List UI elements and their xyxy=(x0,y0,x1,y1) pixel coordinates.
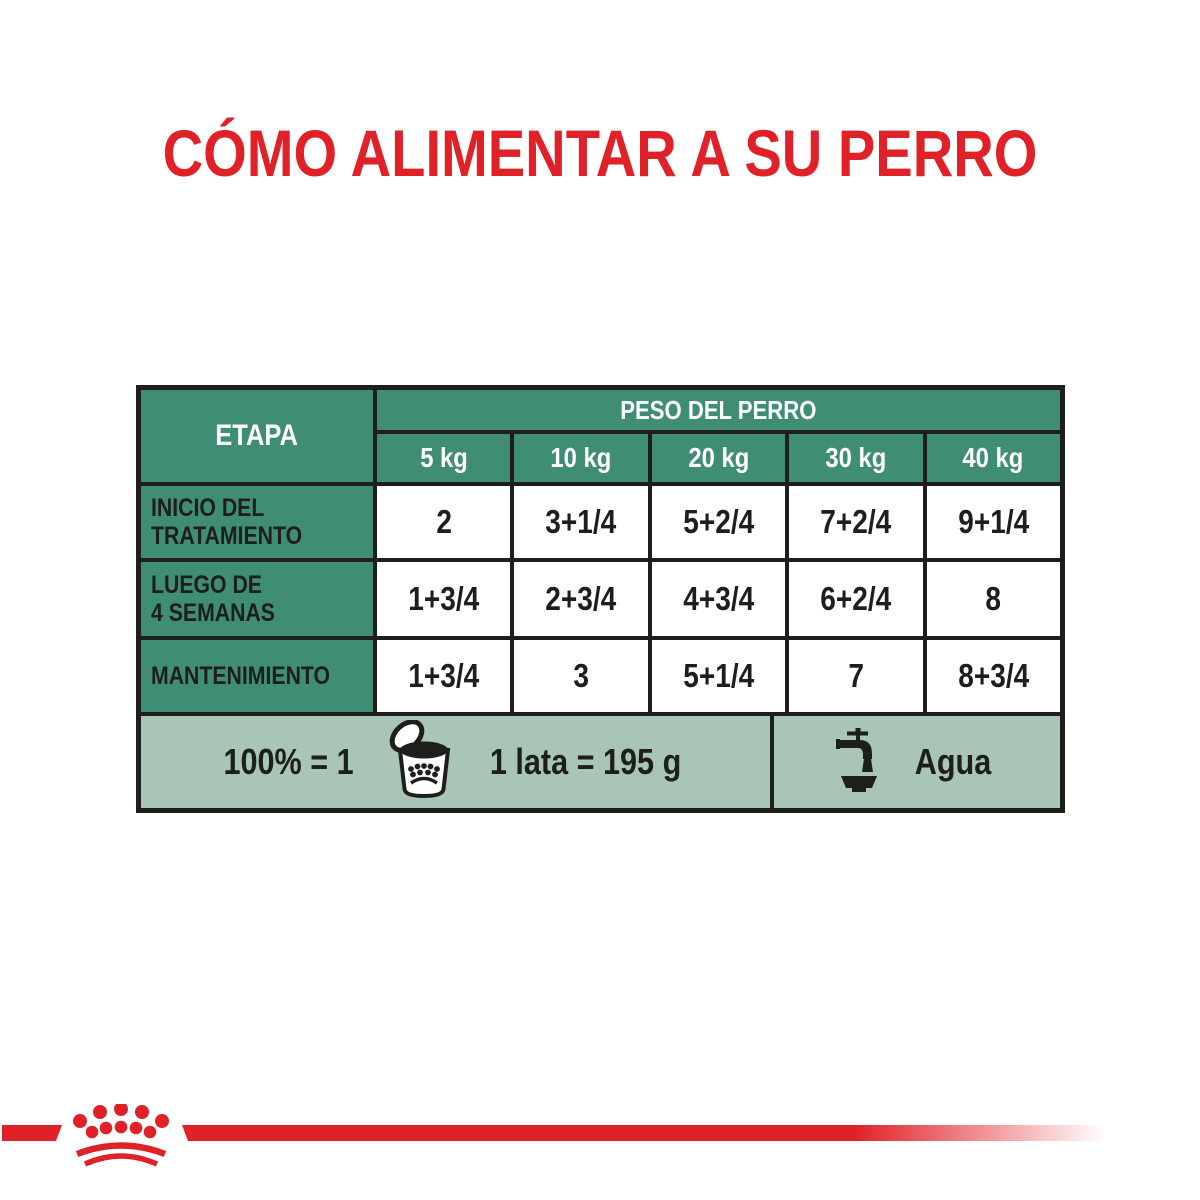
value-cell: 7+2/4 xyxy=(789,486,923,558)
water-text: Agua xyxy=(914,741,992,782)
value-text: 5+2/4 xyxy=(682,503,754,540)
value-text: 4+3/4 xyxy=(682,580,754,617)
value-text: 7 xyxy=(848,657,864,694)
value-cell: 2 xyxy=(377,486,511,558)
value-text: 8 xyxy=(985,580,1002,617)
value-text: 7+2/4 xyxy=(820,503,892,540)
value-cell: 7 xyxy=(789,640,923,712)
value-text: 6+2/4 xyxy=(820,580,892,617)
weight-header-label: 5 kg xyxy=(419,442,468,473)
royal-canin-crown-logo xyxy=(65,1102,177,1182)
stage-header-label: ETAPA xyxy=(215,419,299,452)
weight-group-header: PESO DEL PERRO xyxy=(377,390,1060,430)
value-text: 2 xyxy=(435,503,452,540)
weight-group-label: PESO DEL PERRO xyxy=(620,394,817,425)
feeding-table: ETAPA PESO DEL PERRO 5 kg 10 kg 20 kg 30… xyxy=(136,385,1065,813)
row-label-luego-de-4-semanas: LUEGO DE 4 SEMANAS xyxy=(141,562,373,636)
value-text: 3 xyxy=(573,657,589,694)
value-cell: 5+2/4 xyxy=(651,486,786,558)
water-faucet-bowl-icon xyxy=(835,727,882,797)
value-cell: 8+3/4 xyxy=(926,640,1060,712)
row-label-mantenimiento: MANTENIMIENTO xyxy=(141,640,373,712)
weight-header-label: 10 kg xyxy=(550,442,612,473)
value-text: 1+3/4 xyxy=(408,580,480,617)
value-text: 8+3/4 xyxy=(957,657,1029,694)
value-text: 3+1/4 xyxy=(545,503,617,540)
page-title: CÓMO ALIMENTAR A SU PERRO xyxy=(162,116,1038,191)
dog-food-can-icon xyxy=(387,718,451,805)
value-text: 1+3/4 xyxy=(408,657,480,694)
stage-column-header: ETAPA xyxy=(141,390,373,482)
brand-stripe-right xyxy=(182,1125,1115,1141)
can-weight-text: 1 lata = 195 g xyxy=(490,741,682,782)
weight-header-20kg: 20 kg xyxy=(651,434,786,482)
weight-header-label: 30 kg xyxy=(825,442,887,473)
portion-equivalence-text: 100% = 1 xyxy=(223,741,354,782)
row-label-inicio-del-tratamiento: INICIO DEL TRATAMIENTO xyxy=(141,486,373,558)
value-cell: 6+2/4 xyxy=(789,562,923,636)
footer-portion-note: 100% = 1 1 lata = 195 g xyxy=(141,716,770,808)
value-cell: 2+3/4 xyxy=(514,562,648,636)
footer-divider xyxy=(770,716,774,808)
table-footer: 100% = 1 1 lata = 195 g xyxy=(141,716,1060,808)
value-cell: 9+1/4 xyxy=(926,486,1060,558)
value-cell: 8 xyxy=(926,562,1060,636)
row-label-text: INICIO DEL TRATAMIENTO xyxy=(151,494,303,550)
weight-header-10kg: 10 kg xyxy=(514,434,648,482)
weight-header-5kg: 5 kg xyxy=(377,434,511,482)
row-label-text: LUEGO DE 4 SEMANAS xyxy=(151,571,275,627)
weight-header-30kg: 30 kg xyxy=(789,434,923,482)
value-cell: 1+3/4 xyxy=(377,562,511,636)
value-text: 5+1/4 xyxy=(682,657,754,694)
row-label-text: MANTENIMIENTO xyxy=(151,662,331,690)
value-cell: 3 xyxy=(514,640,648,712)
value-cell: 4+3/4 xyxy=(651,562,786,636)
brand-stripe-left xyxy=(2,1125,62,1141)
weight-header-40kg: 40 kg xyxy=(926,434,1060,482)
value-text: 2+3/4 xyxy=(545,580,617,617)
weight-header-label: 40 kg xyxy=(962,442,1024,473)
footer-water-note: Agua xyxy=(774,716,1060,808)
value-cell: 5+1/4 xyxy=(651,640,786,712)
value-text: 9+1/4 xyxy=(957,503,1029,540)
weight-header-label: 20 kg xyxy=(688,442,749,473)
value-cell: 1+3/4 xyxy=(377,640,511,712)
value-cell: 3+1/4 xyxy=(514,486,648,558)
